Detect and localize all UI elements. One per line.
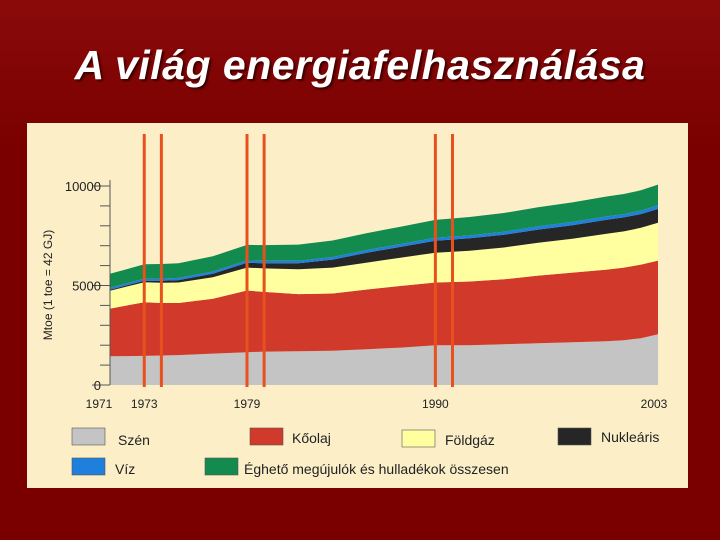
legend: Szén Kőolaj Földgáz Nukleáris Víz Éghető megú… bbox=[71, 427, 659, 477]
legend-label: Víz bbox=[115, 461, 135, 477]
year-marker-group bbox=[142, 134, 454, 387]
axes-group: 0 5000 10000 Mtoe (1 toe = 42 GJ) 1971 1973 19… bbox=[41, 179, 668, 411]
legend-swatch bbox=[557, 427, 592, 446]
legend-swatch bbox=[204, 457, 239, 476]
area-series-group bbox=[110, 184, 658, 385]
x-tick-label: 1990 bbox=[422, 397, 449, 411]
legend-label: Éghető megújulók és hulladékok összesen bbox=[244, 461, 509, 477]
legend-swatch bbox=[71, 457, 106, 476]
y-tick-label: 0 bbox=[94, 378, 101, 393]
slide-title: A világ energiafelhasználása bbox=[74, 42, 646, 88]
x-tick-label: 1973 bbox=[131, 397, 158, 411]
legend-item-5: Éghető megújulók és hulladékok összesen bbox=[204, 457, 509, 477]
legend-item-0: Szén bbox=[71, 427, 150, 448]
legend-item-1: Kőolaj bbox=[249, 427, 331, 446]
area-series-5 bbox=[110, 184, 658, 288]
legend-label: Szén bbox=[118, 432, 150, 448]
legend-swatch bbox=[71, 427, 106, 446]
x-tick-label: 2003 bbox=[641, 397, 668, 411]
y-axis-label: Mtoe (1 toe = 42 GJ) bbox=[41, 230, 55, 340]
legend-item-3: Nukleáris bbox=[557, 427, 659, 446]
legend-swatch bbox=[249, 427, 284, 446]
area-series-3 bbox=[110, 208, 658, 291]
x-tick-label: 1971 bbox=[86, 397, 113, 411]
legend-item-2: Földgáz bbox=[401, 429, 495, 448]
x-tick-label: 1979 bbox=[234, 397, 261, 411]
legend-label: Kőolaj bbox=[292, 430, 331, 446]
legend-label: Földgáz bbox=[445, 432, 495, 448]
area-series-4 bbox=[110, 205, 658, 290]
y-tick-label: 10000 bbox=[65, 179, 101, 194]
y-tick-label: 5000 bbox=[72, 279, 101, 294]
legend-swatch bbox=[401, 429, 436, 448]
legend-item-4: Víz bbox=[71, 457, 135, 477]
legend-label: Nukleáris bbox=[601, 429, 659, 445]
